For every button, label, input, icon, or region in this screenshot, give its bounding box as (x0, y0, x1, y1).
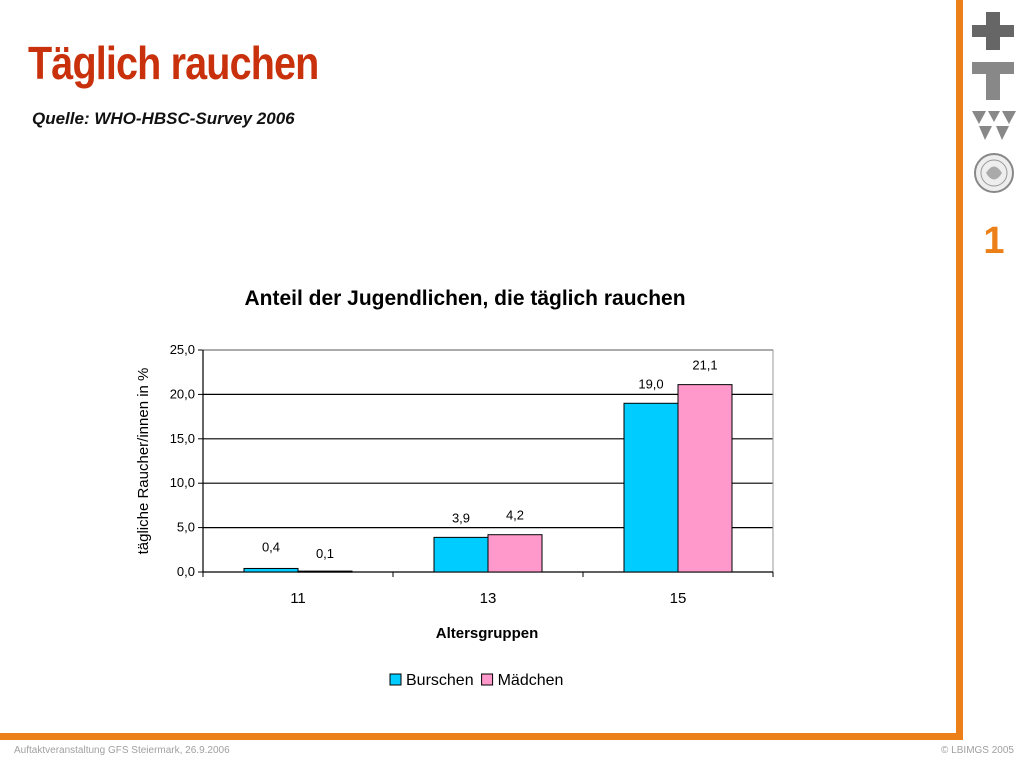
x-tick-label: 13 (480, 590, 497, 607)
x-tick-label: 15 (670, 590, 687, 607)
y-tick-label: 15,0 (170, 431, 195, 446)
y-tick-label: 20,0 (170, 386, 195, 401)
footer-event: Auftaktveranstaltung GFS Steiermark, 26.… (14, 745, 230, 756)
bar-burschen (623, 402, 679, 573)
data-label: 0,4 (262, 539, 280, 554)
x-tick-label: 11 (290, 590, 306, 607)
data-label: 4,2 (506, 508, 524, 523)
footer-copyright: © LBIMGS 2005 (941, 745, 1014, 756)
slide-number: 1 (983, 220, 1005, 262)
y-tick-labels: 0,0 5,0 10,0 15,0 20,0 25,0 (170, 342, 195, 579)
y-tick-label: 25,0 (170, 342, 195, 357)
legend-swatch (389, 673, 402, 686)
y-tick-label: 0,0 (177, 564, 195, 579)
x-axis-label: Altersgruppen (436, 625, 539, 642)
orange-horizontal-rule (0, 733, 963, 740)
y-tick-label: 5,0 (177, 520, 195, 535)
x-tick-labels: 11 13 15 (290, 590, 686, 607)
legend-swatch (481, 673, 494, 686)
bar-burschen (433, 536, 489, 573)
data-labels: 0,4 0,1 3,9 4,2 19,0 21,1 (262, 358, 718, 561)
bar-chart: Anteil der Jugendlichen, die täglich rau… (135, 287, 774, 689)
data-label: 0,1 (316, 546, 334, 561)
data-label: 3,9 (452, 510, 470, 525)
bar-mädchen (487, 534, 543, 573)
source-note: Quelle: WHO-HBSC-Survey 2006 (32, 109, 295, 128)
institute-logo (972, 12, 1016, 193)
legend-label: Burschen (406, 672, 474, 689)
chart-legend: Burschen Mädchen (389, 672, 564, 689)
bar-burschen (243, 567, 299, 573)
y-tick-label: 10,0 (170, 475, 195, 490)
bar-mädchen (677, 384, 733, 573)
y-axis-label: tägliche Raucher/innen in % (135, 368, 152, 555)
slide-title: Täglich rauchen (28, 37, 319, 89)
data-label: 21,1 (692, 358, 717, 373)
legend-label: Mädchen (498, 672, 564, 689)
chart-title: Anteil der Jugendlichen, die täglich rau… (244, 287, 685, 310)
chart-bars (243, 384, 733, 573)
orange-vertical-rule (956, 0, 963, 740)
bar-mädchen (297, 570, 353, 573)
data-label: 19,0 (638, 376, 663, 391)
